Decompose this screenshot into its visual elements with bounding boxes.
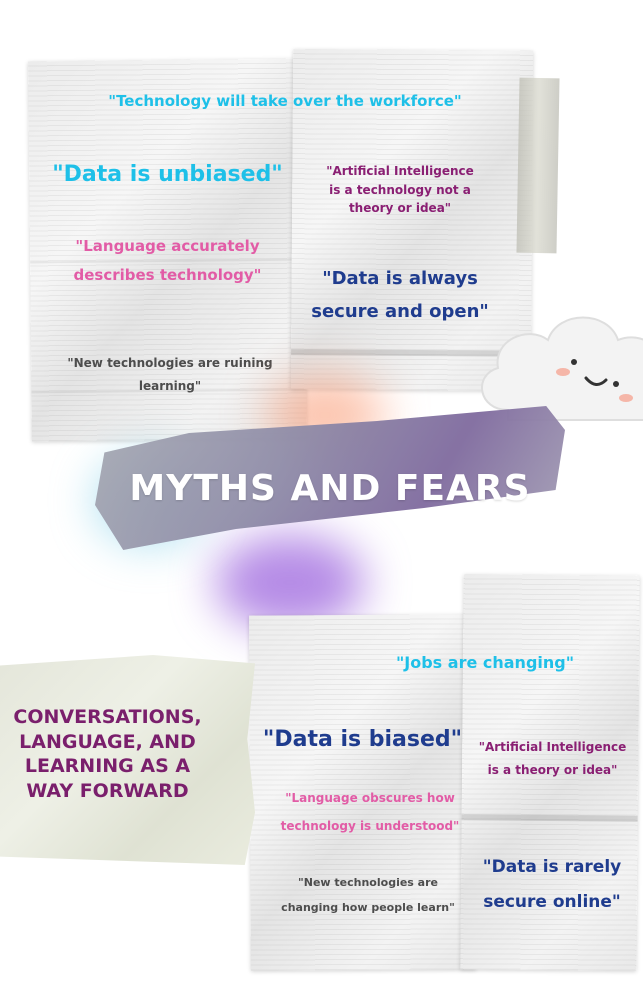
myth-learning-line1: "New technologies are ruining [67, 356, 273, 370]
side-note-line3: LEARNING AS A [24, 755, 191, 778]
side-note-line1: CONVERSATIONS, [13, 706, 202, 728]
headline-jobs: "Jobs are changing" [395, 653, 575, 672]
fact-language: "Language obscures how technology is und… [265, 785, 475, 840]
fact-data-biased: "Data is biased" [262, 727, 463, 752]
fact-ai-line1: "Artificial Intelligence [478, 740, 627, 754]
fact-secure-line2: secure online" [483, 891, 621, 912]
myth-learning: "New technologies are ruining learning" [40, 352, 300, 399]
myth-secure: "Data is always secure and open" [300, 262, 500, 329]
side-note-line2: LANGUAGE, AND [19, 730, 196, 753]
myth-ai-line1: "Artificial Intelligence [326, 164, 474, 178]
smiling-cloud-icon [481, 316, 643, 421]
myth-secure-line1: "Data is always [322, 268, 478, 289]
side-note: CONVERSATIONS, LANGUAGE, AND LEARNING AS… [0, 705, 215, 804]
fact-learning: "New technologies are changing how peopl… [263, 870, 473, 921]
myth-secure-line2: secure and open" [311, 301, 489, 323]
myth-language-line1: "Language accurately [75, 237, 260, 255]
fact-secure: "Data is rarely secure online" [472, 850, 632, 920]
top-tape [516, 77, 560, 254]
myth-ai: "Artificial Intelligence is a technology… [305, 162, 495, 218]
headline-workforce: "Technology will take over the workforce… [108, 92, 462, 110]
myth-ai-line2: is a technology not a [329, 182, 471, 197]
fact-learning-line1: "New technologies are [298, 876, 438, 889]
myth-learning-line2: learning" [138, 379, 202, 394]
fact-secure-line1: "Data is rarely [482, 857, 622, 877]
fact-language-line1: "Language obscures how [285, 791, 455, 805]
myth-ai-line3: theory or idea" [348, 201, 452, 216]
myth-data-unbiased: "Data is unbiased" [52, 162, 283, 187]
fact-ai-line2: is a theory or idea" [487, 762, 618, 777]
glow-purple [215, 535, 365, 630]
fact-ai: "Artificial Intelligence is a theory or … [470, 736, 635, 782]
banner-title: MYTHS AND FEARS [129, 468, 531, 509]
side-note-line4: WAY FORWARD [26, 780, 189, 803]
side-note-paper [0, 655, 255, 865]
myth-language-line2: describes technology" [73, 265, 262, 284]
myth-language: "Language accurately describes technolog… [40, 232, 295, 289]
fact-language-line2: technology is understood" [280, 818, 460, 833]
fact-learning-line2: changing how people learn" [281, 901, 455, 915]
